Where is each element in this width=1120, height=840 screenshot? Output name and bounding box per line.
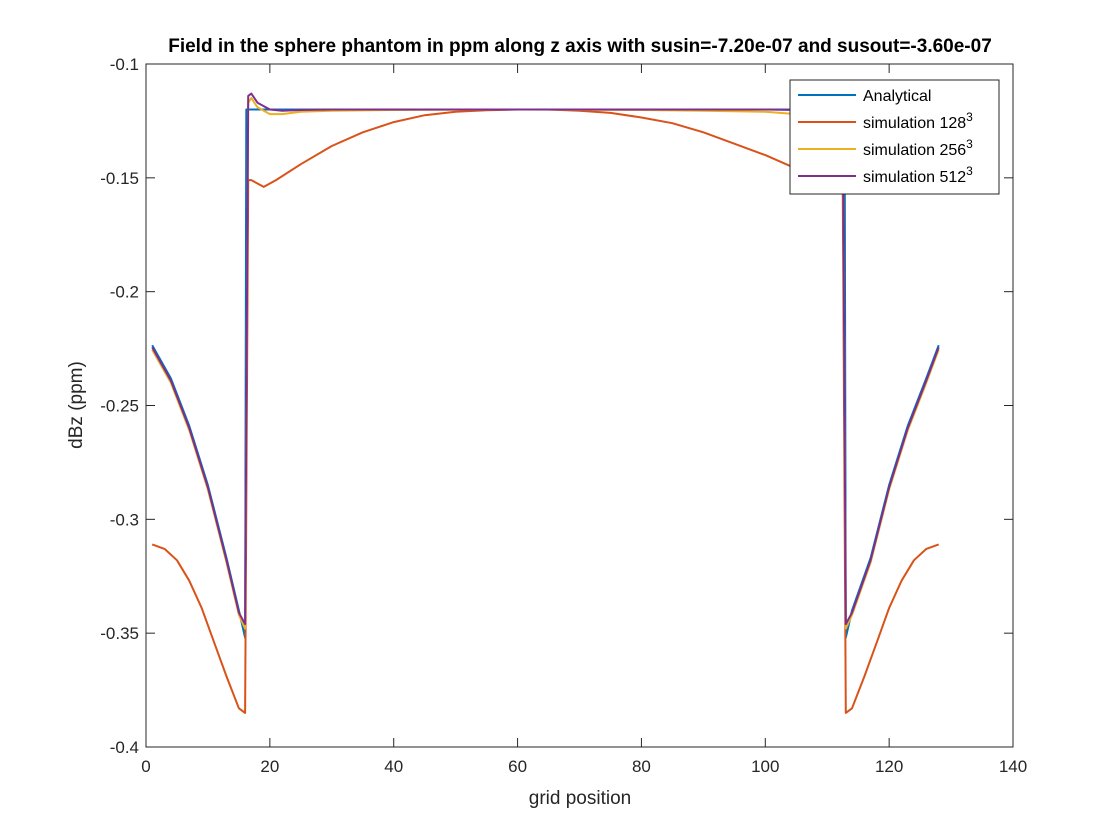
y-tick-label: -0.4	[110, 738, 139, 757]
y-axis-label: dBz (ppm)	[66, 361, 87, 449]
y-tick-label: -0.25	[100, 397, 139, 416]
legend-label: simulation 2563	[863, 137, 973, 159]
legend-label: simulation 1283	[863, 110, 973, 132]
legend: Analytical simulation 1283 simulation 2563…	[789, 79, 1000, 195]
x-tick-label: 60	[508, 757, 527, 776]
legend-label-superscript: 3	[966, 164, 973, 178]
series-line	[151, 92, 940, 626]
x-axis-label: grid position	[529, 788, 631, 809]
y-tick-label: -0.35	[100, 624, 139, 643]
x-tick-label: 120	[875, 757, 903, 776]
y-tick-label: -0.1	[110, 55, 139, 74]
x-tick-label: 140	[999, 757, 1027, 776]
x-tick-label: 100	[751, 757, 779, 776]
y-tick-label: -0.15	[100, 169, 139, 188]
chart-title: Field in the sphere phantom in ppm along…	[168, 36, 992, 57]
tick-layer: 0 20 40 60 80 100 120 140 -0.4 -0.35 -0.3 -0.25 -0.2…	[100, 55, 1027, 776]
x-tick-label: 0	[141, 757, 150, 776]
legend-label: simulation 5123	[863, 164, 973, 186]
series-layer	[151, 92, 940, 714]
legend-label: Analytical	[863, 88, 931, 105]
y-tick-label: -0.3	[110, 510, 139, 529]
x-tick-label: 80	[632, 757, 651, 776]
x-tick-label: 20	[260, 757, 279, 776]
legend-label-superscript: 3	[966, 110, 973, 124]
x-tick-label: 40	[384, 757, 403, 776]
legend-label-superscript: 3	[966, 137, 973, 151]
y-tick-label: -0.2	[110, 283, 139, 302]
